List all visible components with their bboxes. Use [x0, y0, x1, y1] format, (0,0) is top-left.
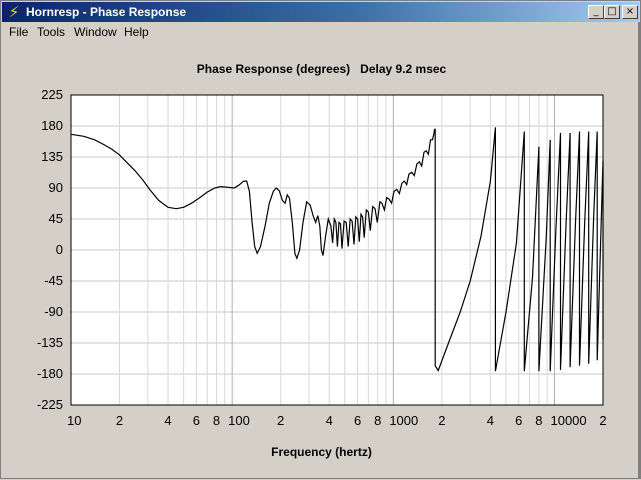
title-bar[interactable]: ⚡ Hornresp - Phase Response _ □ × [2, 2, 639, 22]
menu-tools[interactable]: Tools [37, 25, 66, 39]
close-button[interactable]: × [622, 5, 638, 19]
phase-series-line [70, 127, 604, 372]
x-tick-label: 4 [164, 413, 171, 428]
y-tick-label: 0 [56, 242, 63, 257]
y-tick-label: 180 [41, 118, 63, 133]
y-tick-label: -225 [37, 397, 63, 412]
menu-bar: File Tools Window Help [2, 22, 639, 41]
maximize-button[interactable]: □ [604, 5, 620, 19]
y-tick-label: -135 [37, 335, 63, 350]
x-tick-label: 6 [515, 413, 522, 428]
x-tick-label: 2 [599, 413, 606, 428]
x-tick-label: 4 [487, 413, 494, 428]
y-tick-label: 225 [41, 87, 63, 102]
x-tick-label: 8 [213, 413, 220, 428]
y-tick-labels: 225 180 135 90 45 0 -45 -90 -135 -180 -225 [37, 87, 63, 412]
y-tick-label: 135 [41, 149, 63, 164]
y-tick-label: 90 [49, 180, 63, 195]
lightning-icon[interactable]: ⚡ [8, 3, 20, 21]
x-tick-label: 1000 [389, 413, 418, 428]
window-title: Hornresp - Phase Response [26, 5, 187, 19]
x-axis-label: Frequency (hertz) [271, 445, 372, 459]
x-tick-labels: 10 2 4 6 8 100 2 4 6 8 1000 2 4 6 8 10000 2 [67, 413, 607, 428]
window-edge [638, 22, 640, 478]
x-tick-label: 6 [193, 413, 200, 428]
x-tick-label: 2 [438, 413, 445, 428]
y-tick-label: 45 [49, 211, 63, 226]
x-tick-label: 8 [374, 413, 381, 428]
menu-file[interactable]: File [9, 25, 29, 39]
minimize-button[interactable]: _ [588, 5, 604, 19]
y-tick-label: -45 [44, 273, 63, 288]
x-tick-label: 8 [535, 413, 542, 428]
x-tick-label: 4 [326, 413, 333, 428]
x-tick-label: 10000 [550, 413, 586, 428]
y-tick-label: -90 [44, 304, 63, 319]
menu-help[interactable]: Help [124, 25, 149, 39]
x-tick-label: 10 [67, 413, 81, 428]
plot-frame [70, 94, 604, 406]
y-tick-label: -180 [37, 366, 63, 381]
x-tick-label: 2 [116, 413, 123, 428]
x-tick-label: 2 [277, 413, 284, 428]
chart-title: Phase Response (degrees) Delay 9.2 msec [196, 62, 447, 76]
menu-window[interactable]: Window [74, 25, 117, 39]
x-tick-label: 6 [354, 413, 361, 428]
x-tick-label: 100 [228, 413, 250, 428]
